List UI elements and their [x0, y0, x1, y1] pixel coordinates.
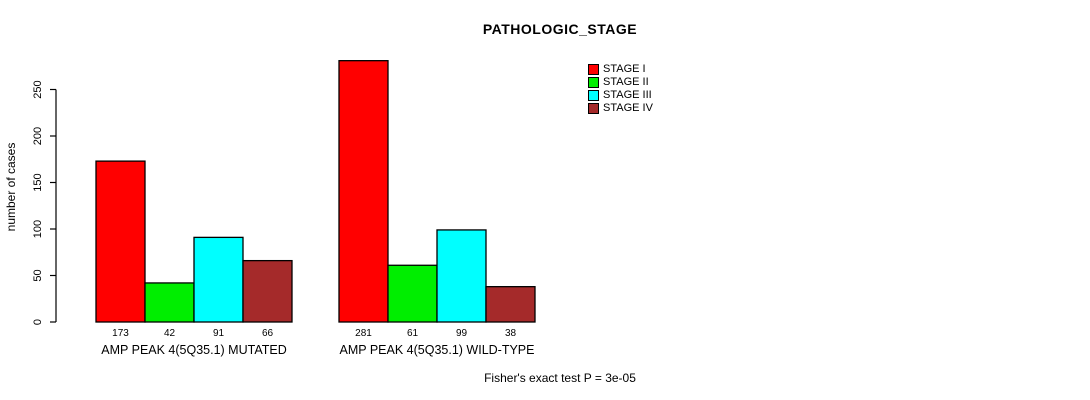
bar-value-label: 61 — [407, 328, 419, 339]
y-tick-label: 50 — [32, 269, 44, 281]
legend: STAGE I STAGE II STAGE III STAGE IV — [588, 64, 653, 114]
bar-stage-i-group0 — [95, 160, 146, 323]
legend-item: STAGE I — [588, 64, 653, 75]
bar-stage-iii-group1 — [436, 229, 487, 323]
bar-stage-iii-group0 — [193, 236, 244, 323]
group-label-wildtype: AMP PEAK 4(5Q35.1) WILD-TYPE — [339, 343, 535, 357]
legend-item: STAGE II — [588, 77, 653, 88]
bar-value-label: 99 — [456, 328, 468, 339]
legend-item: STAGE III — [588, 90, 653, 101]
y-tick-label: 150 — [32, 173, 44, 191]
bar-value-label: 38 — [505, 328, 517, 339]
legend-swatch — [588, 90, 599, 101]
bar-stage-i-group1 — [338, 60, 389, 323]
y-tick-label: 0 — [32, 319, 44, 325]
y-tick-label: 100 — [32, 220, 44, 238]
bar-value-label: 66 — [262, 328, 274, 339]
legend-label: STAGE IV — [603, 102, 653, 114]
legend-label: STAGE II — [603, 76, 649, 88]
bar-value-label: 173 — [112, 328, 129, 339]
fisher-test-result: Fisher's exact test P = 3e-05 — [484, 371, 636, 385]
legend-swatch — [588, 77, 599, 88]
bar-value-label: 42 — [164, 328, 176, 339]
group-label-mutated: AMP PEAK 4(5Q35.1) MUTATED — [101, 343, 287, 357]
chart-title: PATHOLOGIC_STAGE — [482, 21, 638, 37]
legend-swatch — [588, 64, 599, 75]
y-tick-label: 250 — [32, 80, 44, 98]
y-tick-label: 200 — [32, 127, 44, 145]
legend-label: STAGE III — [603, 89, 652, 101]
bar-stage-ii-group1 — [387, 264, 438, 323]
bar-stage-ii-group0 — [144, 282, 195, 323]
bar-stage-iv-group0 — [242, 259, 293, 323]
legend-item: STAGE IV — [588, 103, 653, 114]
bar-value-label: 281 — [355, 328, 372, 339]
bar-stage-iv-group1 — [485, 286, 536, 323]
bar-value-label: 91 — [213, 328, 225, 339]
legend-label: STAGE I — [603, 63, 646, 75]
legend-swatch — [588, 103, 599, 114]
